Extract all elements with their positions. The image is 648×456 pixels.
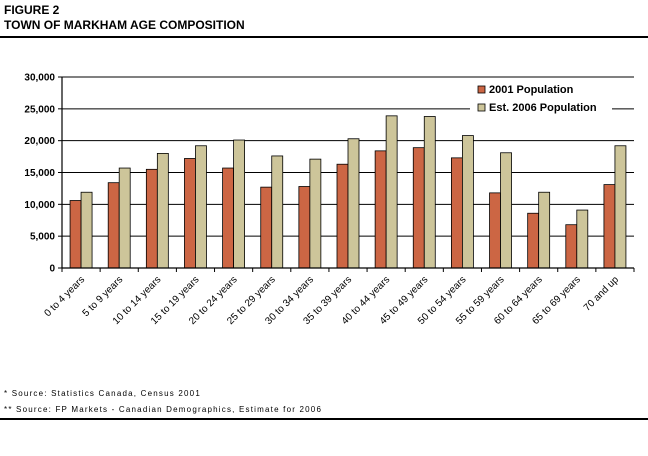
bar-2006-est	[538, 191, 551, 269]
bar-2006-est	[309, 158, 322, 269]
bar-2006-est	[614, 145, 627, 269]
bar-2006-est	[195, 145, 207, 269]
legend: 2001 Population Est. 2006 Population	[470, 78, 612, 122]
bar-2001	[336, 163, 349, 269]
y-tick-label: 15,000	[24, 168, 55, 179]
x-tick-label: 70 and up	[582, 274, 622, 314]
legend-swatch	[477, 103, 486, 112]
bar-2001	[450, 157, 463, 269]
y-tick-label: 10,000	[24, 200, 55, 211]
bar-2006-est	[461, 135, 474, 269]
bar-2006-est	[385, 115, 398, 269]
legend-label: Est. 2006 Population	[489, 102, 597, 114]
legend-swatch	[477, 85, 486, 94]
bar-2001	[298, 186, 311, 269]
figure-label: FIGURE 2	[4, 3, 60, 17]
bar-2001	[145, 168, 158, 269]
chart-title: TOWN OF MARKHAM AGE COMPOSITION	[4, 18, 245, 32]
bar-2006-est	[347, 138, 360, 269]
top-rule	[0, 36, 648, 38]
bars	[69, 115, 627, 269]
bar-2001	[603, 184, 616, 269]
bar-2001	[222, 167, 235, 269]
bar-2001	[527, 212, 540, 269]
bar-2001	[260, 186, 273, 269]
bar-2006-est	[233, 139, 246, 269]
y-tick-label: 20,000	[24, 136, 55, 147]
bar-2006-est	[80, 191, 93, 269]
source-note-estimate: ** Source: FP Markets - Canadian Demogra…	[4, 405, 323, 414]
bar-2006-est	[500, 152, 512, 269]
y-tick-label: 30,000	[24, 73, 55, 84]
bar-2001	[107, 182, 120, 269]
bar-2006-est	[576, 209, 589, 269]
bar-2001	[184, 158, 196, 269]
source-note-census: * Source: Statistics Canada, Census 2001	[4, 389, 201, 398]
y-tick-label: 5,000	[30, 232, 55, 243]
axes	[58, 76, 635, 272]
bar-2006-est	[156, 153, 169, 269]
age-composition-chart: 0 5,000 10,000 15,000 20,000 25,000 30,000 0 t…	[24, 73, 635, 327]
y-tick-label: 25,000	[24, 104, 55, 115]
bar-2006-est	[118, 167, 131, 269]
bottom-rule	[0, 418, 648, 420]
y-tick-labels: 0 5,000 10,000 15,000 20,000 25,000 30,000	[24, 73, 55, 275]
bar-2001	[374, 150, 387, 269]
legend-label: 2001 Population	[489, 84, 574, 96]
bar-2006-est	[271, 155, 284, 269]
bar-2006-est	[423, 116, 436, 269]
bar-2001	[412, 147, 425, 269]
bar-2001	[565, 224, 578, 269]
bar-2001	[69, 200, 82, 269]
bar-2001	[489, 192, 501, 269]
legend-box	[470, 78, 612, 122]
y-tick-label: 0	[49, 264, 55, 275]
